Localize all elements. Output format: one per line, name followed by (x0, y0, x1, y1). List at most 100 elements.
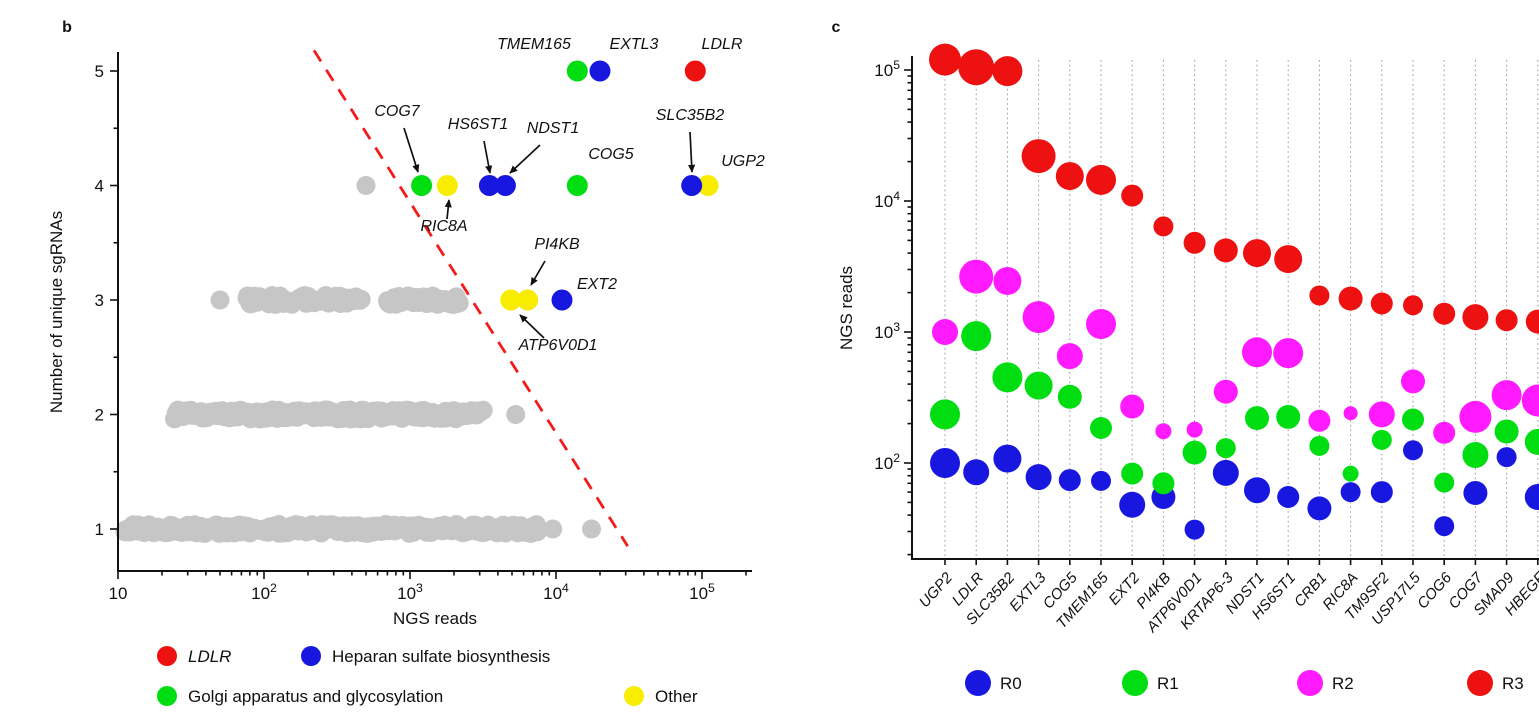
panel-b-letter: b (62, 19, 72, 36)
bubble-R0-KRTAP6-3 (1212, 459, 1239, 486)
bubble-R1-COG5 (1057, 384, 1082, 409)
annotation-SLC35B2: SLC35B2 (656, 107, 725, 124)
x-tick-label: 104 (543, 581, 569, 603)
y-tick-label: 102 (874, 451, 900, 473)
bubble-R2-COG5 (1056, 343, 1083, 370)
annotation-arrow-COG7 (403, 127, 420, 173)
y-tick-label: 103 (874, 320, 900, 342)
gene-point-TMEM165 (566, 60, 588, 82)
bubble-R0-CRB1 (1307, 496, 1332, 521)
bubble-R2-NDST1 (1242, 337, 1272, 368)
bubble-R1-USP17L5 (1402, 408, 1424, 431)
bubble-R1-EXT2 (1121, 462, 1144, 485)
bubble-R2-UGP2 (932, 319, 958, 345)
gene-point-PI4KB (517, 289, 539, 311)
bubble-R0-SLC35B2 (993, 444, 1022, 473)
annotation-arrow-SLC35B2 (688, 131, 696, 173)
bubble-R3-EXTL3 (1021, 139, 1056, 174)
bubble-R2-HBEGF (1521, 384, 1539, 417)
bubble-R0-ATP6V0D1 (1184, 519, 1205, 540)
bubble-R0-COG5 (1058, 469, 1081, 492)
panel-c-axes (911, 56, 1539, 560)
y-tick-label: 104 (874, 189, 900, 211)
legend-label-R3: R3 (1502, 674, 1524, 693)
bubble-R2-TMEM165 (1086, 309, 1116, 339)
legend-dot-R1 (1122, 670, 1148, 696)
bubble-R2-EXTL3 (1022, 301, 1055, 334)
bubble-R0-USP17L5 (1403, 440, 1423, 461)
y-tick-label: 105 (874, 58, 900, 80)
bubble-R0-COG7 (1463, 481, 1488, 505)
bubble-R0-RIC8A (1340, 482, 1361, 503)
annotation-HS6ST1: HS6ST1 (448, 116, 508, 133)
bubble-R3-USP17L5 (1403, 295, 1423, 316)
gray-point (356, 176, 376, 195)
gene-point-NDST1 (494, 175, 516, 196)
bubble-R3-SMAD9 (1495, 309, 1518, 332)
bubble-R3-EXT2 (1121, 184, 1144, 207)
panel-c-letter: c (832, 19, 841, 36)
legend-dot-blue (301, 646, 321, 666)
annotation-arrow-HS6ST1 (483, 140, 493, 174)
legend-dot-R0 (965, 670, 991, 696)
crispr-screen-figure: b 10 102 103 104 105 1 2 3 4 5 NGS reads Number of u… (40, 16, 1539, 707)
bubble-R3-LDLR (958, 49, 995, 86)
panel-b-annotations: TMEM165 EXTL3 LDLR COG7 HS6ST1 NDST1 COG5 SLC35… (374, 36, 765, 354)
series-R0 (930, 440, 1539, 540)
x-tick-label: 102 (251, 581, 277, 603)
bubble-R3-UGP2 (929, 43, 961, 76)
gray-point (582, 519, 601, 539)
panel-b-y-axis-label: Number of unique sgRNAs (47, 211, 66, 413)
bubble-R2-HS6ST1 (1273, 338, 1304, 369)
bubble-R0-EXT2 (1119, 491, 1146, 518)
annotation-arrow-RIC8A (444, 199, 452, 220)
gene-point-COG5 (566, 175, 588, 196)
bubble-R1-LDLR (961, 321, 992, 352)
annotation-TMEM165: TMEM165 (497, 36, 571, 53)
bubble-R3-TM9SF2 (1370, 292, 1393, 315)
panel-c-gridlines (944, 60, 1539, 557)
gray-band-dot (449, 293, 469, 313)
bubble-R2-TM9SF2 (1368, 401, 1395, 428)
threshold-dashed-line (312, 49, 629, 547)
x-tick-label: 105 (689, 581, 715, 603)
bubble-R2-SMAD9 (1491, 380, 1522, 411)
bubble-R2-EXT2 (1120, 394, 1145, 419)
bubble-R1-HBEGF (1524, 428, 1539, 455)
y-tick-label: 3 (95, 291, 104, 310)
bubble-R2-SLC35B2 (993, 267, 1022, 295)
panel-b-x-axis-label: NGS reads (393, 609, 477, 628)
bubble-R0-UGP2 (930, 448, 960, 478)
bubble-R0-TM9SF2 (1370, 481, 1393, 504)
bubble-R1-CRB1 (1309, 435, 1330, 456)
gene-point-RIC8A (436, 175, 458, 196)
annotation-RIC8A: RIC8A (420, 218, 467, 235)
gene-point-ATP6V0D1 (500, 289, 522, 311)
bubble-R2-LDLR (959, 259, 994, 294)
bubble-R0-HS6ST1 (1277, 486, 1300, 508)
annotation-ATP6V0D1: ATP6V0D1 (518, 337, 598, 354)
bubble-R3-ATP6V0D1 (1183, 231, 1206, 254)
legend-label: Other (655, 687, 698, 706)
annotation-UGP2: UGP2 (721, 153, 765, 170)
gray-point (210, 290, 230, 310)
bubble-R3-PI4KB (1153, 216, 1174, 237)
gene-point-SLC35B2 (681, 175, 703, 196)
x-tick-label: 10 (109, 584, 128, 603)
legend-dot-yellow (624, 686, 644, 706)
legend-label-R0: R0 (1000, 674, 1022, 693)
bubble-R1-RIC8A (1342, 465, 1359, 482)
bubble-R0-LDLR (963, 459, 990, 486)
legend-label-R2: R2 (1332, 674, 1354, 693)
bubble-R2-RIC8A (1343, 406, 1358, 421)
bubble-R1-COG7 (1462, 442, 1489, 468)
bubble-R2-CRB1 (1308, 409, 1331, 432)
gray-band-dot (351, 289, 371, 309)
series-R1 (930, 321, 1539, 495)
gray-point (506, 405, 526, 424)
bubble-R3-COG5 (1055, 162, 1084, 191)
x-tick-label: 103 (397, 581, 423, 603)
legend-dot-red (157, 646, 177, 666)
bubble-R2-USP17L5 (1401, 369, 1425, 394)
legend-dot-R3 (1467, 670, 1493, 696)
